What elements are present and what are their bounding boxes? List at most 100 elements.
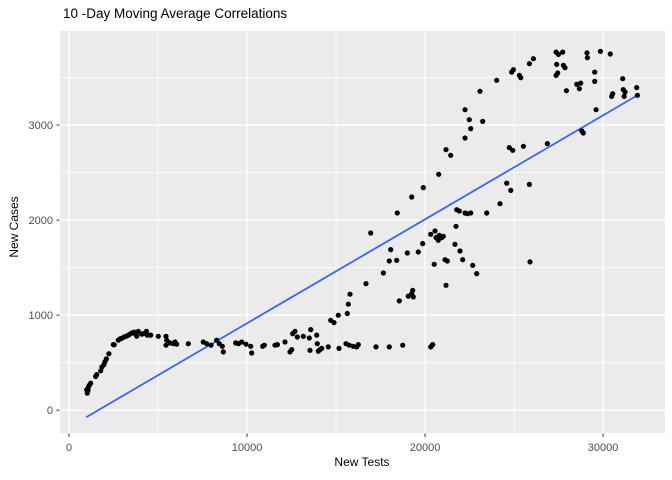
data-point [621, 93, 627, 99]
data-point [452, 241, 458, 247]
data-point [420, 241, 426, 247]
data-point [480, 118, 486, 124]
data-point [345, 301, 351, 307]
data-point [530, 56, 537, 62]
data-point [520, 143, 527, 149]
data-point [373, 344, 379, 350]
data-point [300, 333, 306, 339]
data-point [497, 201, 503, 207]
data-point [394, 257, 400, 263]
data-point [504, 180, 510, 186]
data-point [335, 312, 341, 318]
data-point [494, 77, 500, 83]
data-point [622, 89, 628, 95]
data-point [436, 171, 442, 177]
data-point [208, 342, 214, 348]
data-point [440, 233, 446, 239]
data-point [394, 210, 400, 216]
data-point [88, 380, 94, 386]
data-point [527, 259, 533, 265]
data-point [243, 341, 249, 347]
data-point [428, 231, 434, 237]
data-point [610, 91, 616, 97]
x-axis-title: New Tests [334, 455, 390, 469]
data-point [510, 67, 516, 73]
data-point [336, 345, 342, 351]
data-point [593, 107, 599, 113]
data-point [432, 228, 438, 234]
data-point [380, 270, 386, 276]
data-point [274, 342, 280, 348]
data-point [453, 223, 459, 229]
trend-line [85, 94, 638, 418]
data-point [444, 258, 450, 264]
data-point [409, 194, 415, 200]
data-point [555, 51, 562, 58]
data-point [526, 61, 533, 67]
data-point [410, 287, 416, 293]
data-point [430, 342, 436, 348]
data-point [103, 356, 109, 362]
data-point [325, 344, 331, 350]
data-point [607, 51, 613, 57]
data-point [106, 351, 112, 357]
data-point [396, 298, 402, 304]
data-point [584, 55, 591, 61]
data-point [314, 332, 320, 338]
data-point [248, 343, 254, 349]
y-tick-label: 1000 [29, 310, 53, 322]
data-point [562, 65, 568, 71]
data-point [163, 333, 169, 339]
data-point [462, 107, 468, 113]
data-point [204, 341, 210, 347]
data-point [420, 185, 426, 191]
data-point [544, 141, 551, 147]
data-point [185, 341, 191, 347]
y-tick-label: 0 [47, 405, 53, 417]
data-point [508, 187, 514, 193]
data-point [174, 341, 180, 347]
data-point [386, 344, 392, 350]
data-point [474, 271, 480, 277]
data-point [134, 333, 140, 339]
data-point [344, 310, 350, 317]
data-point [468, 126, 474, 132]
data-point [466, 117, 472, 123]
data-point [484, 210, 490, 216]
data-point [282, 339, 288, 345]
data-point [355, 342, 361, 348]
data-point [634, 85, 640, 91]
data-point [477, 88, 483, 94]
data-point [578, 80, 584, 86]
data-point [415, 249, 421, 255]
data-point [294, 334, 300, 340]
data-point [346, 342, 352, 348]
y-tick-label: 3000 [29, 120, 53, 132]
data-point [597, 48, 604, 55]
data-point [410, 294, 416, 300]
data-point [526, 181, 533, 187]
data-point [468, 210, 474, 216]
data-point [448, 152, 454, 158]
data-point [584, 50, 590, 56]
plot-panel [60, 31, 665, 433]
data-point [431, 261, 437, 267]
x-tick-label: 10000 [232, 442, 263, 454]
data-point [347, 291, 353, 297]
data-point [307, 347, 313, 353]
data-point [314, 341, 320, 347]
data-point [563, 88, 570, 94]
data-point [470, 262, 476, 268]
data-point [400, 342, 406, 348]
data-point [306, 335, 312, 341]
x-tick-label: 20000 [410, 442, 441, 454]
data-point [443, 147, 449, 153]
data-point [135, 328, 141, 334]
y-axis-title: New Cases [7, 196, 21, 258]
chart-title: 10 -Day Moving Average Correlations [63, 6, 288, 21]
data-point [94, 372, 100, 378]
x-tick-label: 30000 [588, 442, 619, 454]
data-point [289, 347, 295, 353]
data-point [219, 343, 225, 349]
